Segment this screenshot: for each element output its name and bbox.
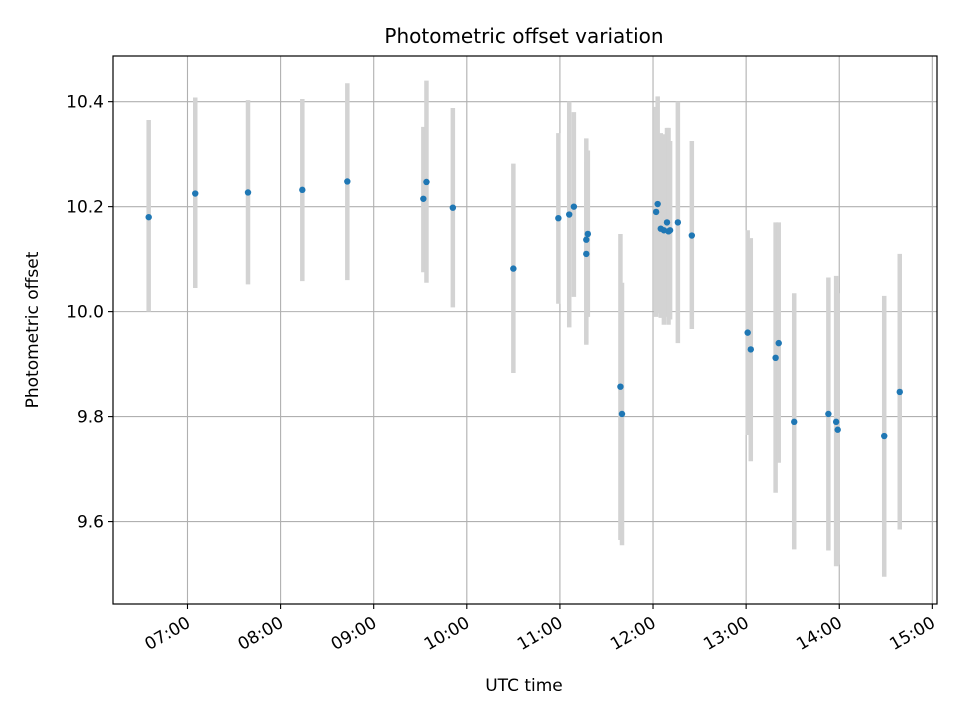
x-axis-ticks: 07:00 08:00 09:00 10:00 11:00 12:00 13:00 14:00…	[142, 604, 939, 655]
data-point	[666, 227, 674, 234]
data-point	[570, 203, 578, 210]
data-point	[583, 250, 590, 258]
data-points	[145, 178, 903, 440]
data-point	[192, 190, 199, 197]
data-point	[688, 232, 696, 239]
data-point	[744, 329, 751, 336]
grid-lines	[113, 56, 937, 604]
data-point	[510, 265, 517, 272]
x-tick-label: 14:00	[793, 613, 845, 655]
y-axis-label: Photometric offset	[23, 251, 43, 408]
data-point	[881, 432, 888, 440]
data-point	[145, 213, 152, 221]
data-point	[244, 189, 252, 196]
data-point	[299, 186, 306, 194]
data-point	[791, 418, 798, 426]
data-point	[654, 200, 661, 208]
x-tick-label: 07:00	[142, 613, 194, 655]
data-point	[618, 410, 626, 418]
error-bars	[146, 80, 903, 577]
plot-frame	[112, 55, 938, 605]
data-point	[420, 195, 427, 202]
data-point	[344, 178, 351, 185]
data-point	[772, 354, 779, 362]
y-tick-label: 10.2	[66, 198, 104, 218]
x-axis-label: UTC time	[485, 676, 563, 696]
data-point	[775, 339, 782, 347]
chart-title: Photometric offset variation	[384, 24, 663, 48]
data-point	[584, 230, 592, 238]
data-point	[663, 219, 671, 226]
data-point	[674, 219, 682, 226]
x-tick-label: 10:00	[421, 613, 473, 655]
data-point	[555, 214, 562, 222]
data-point	[617, 383, 624, 390]
data-point	[583, 236, 590, 243]
data-point	[423, 178, 430, 186]
x-tick-label: 13:00	[700, 613, 752, 655]
data-point	[896, 388, 903, 396]
x-tick-label: 11:00	[514, 613, 566, 655]
y-tick-label: 9.8	[77, 408, 104, 428]
data-point	[832, 418, 840, 426]
data-point	[449, 204, 457, 211]
data-point	[652, 208, 660, 216]
x-tick-label: 08:00	[235, 613, 287, 655]
data-point	[747, 346, 754, 353]
y-tick-label: 10.0	[66, 303, 104, 323]
data-point	[825, 410, 832, 418]
y-tick-label: 10.4	[66, 93, 104, 113]
data-point	[834, 426, 841, 433]
data-point	[566, 211, 573, 218]
x-tick-label: 09:00	[328, 613, 380, 655]
x-tick-label: 15:00	[886, 613, 938, 655]
y-tick-label: 9.6	[77, 513, 104, 533]
x-tick-label: 12:00	[607, 613, 659, 655]
y-axis-ticks: 9.6 9.8 10.0 10.2 10.4	[66, 93, 113, 533]
